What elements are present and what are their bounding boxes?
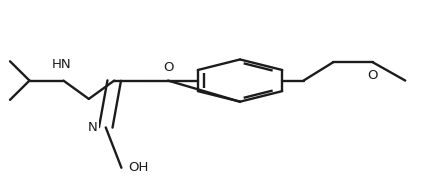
Text: O: O: [367, 69, 378, 82]
Text: HN: HN: [51, 58, 71, 70]
Text: N: N: [88, 121, 98, 134]
Text: O: O: [163, 61, 173, 74]
Text: OH: OH: [128, 161, 149, 174]
